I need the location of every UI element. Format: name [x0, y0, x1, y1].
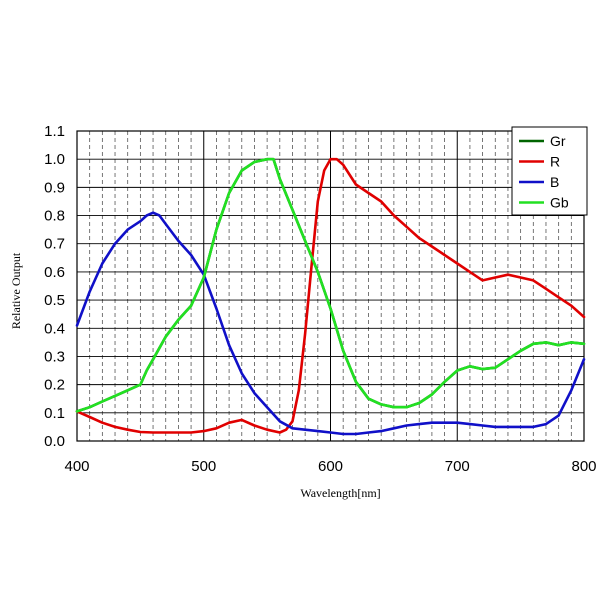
y-tick-label: 0.9 — [44, 179, 65, 196]
series-line-gb — [75, 157, 586, 413]
x-tick-label: 400 — [64, 458, 89, 475]
y-axis-title: Relative Output — [9, 252, 23, 329]
y-tick-label: 0.4 — [44, 320, 65, 337]
y-tick-label: 0.1 — [44, 405, 65, 422]
x-axis-title: Wavelength[nm] — [300, 486, 380, 500]
legend-label-gb: Gb — [550, 195, 569, 211]
tick-labels: 400 500 600 700 800 0.0 0.1 0.2 0.3 0.4 0.5 0.6 0.7 0… — [44, 123, 596, 475]
y-tick-label: 0.3 — [44, 348, 65, 365]
y-tick-label: 0.0 — [44, 433, 65, 450]
legend: Gr RB Gb — [511, 126, 588, 216]
legend-label-b: B — [550, 174, 559, 190]
y-tick-label: 1.0 — [44, 151, 65, 168]
y-tick-label: 0.8 — [44, 208, 65, 225]
y-tick-label: 0.7 — [44, 236, 65, 253]
y-tick-label: 1.1 — [44, 123, 65, 140]
legend-label-gr: Gr — [550, 133, 566, 149]
y-tick-label: 0.2 — [44, 377, 65, 394]
series-line-r — [75, 157, 586, 434]
x-tick-label: 700 — [445, 458, 470, 475]
y-tick-label: 0.6 — [44, 264, 65, 281]
y-tick-label: 0.5 — [44, 292, 65, 309]
plot-frame — [76, 130, 585, 442]
legend-label-r: R — [550, 154, 560, 170]
x-tick-label: 500 — [191, 458, 216, 475]
series-lines — [75, 157, 586, 436]
series-line-b — [75, 211, 586, 436]
x-tick-label: 800 — [571, 458, 596, 475]
x-tick-label: 600 — [318, 458, 343, 475]
